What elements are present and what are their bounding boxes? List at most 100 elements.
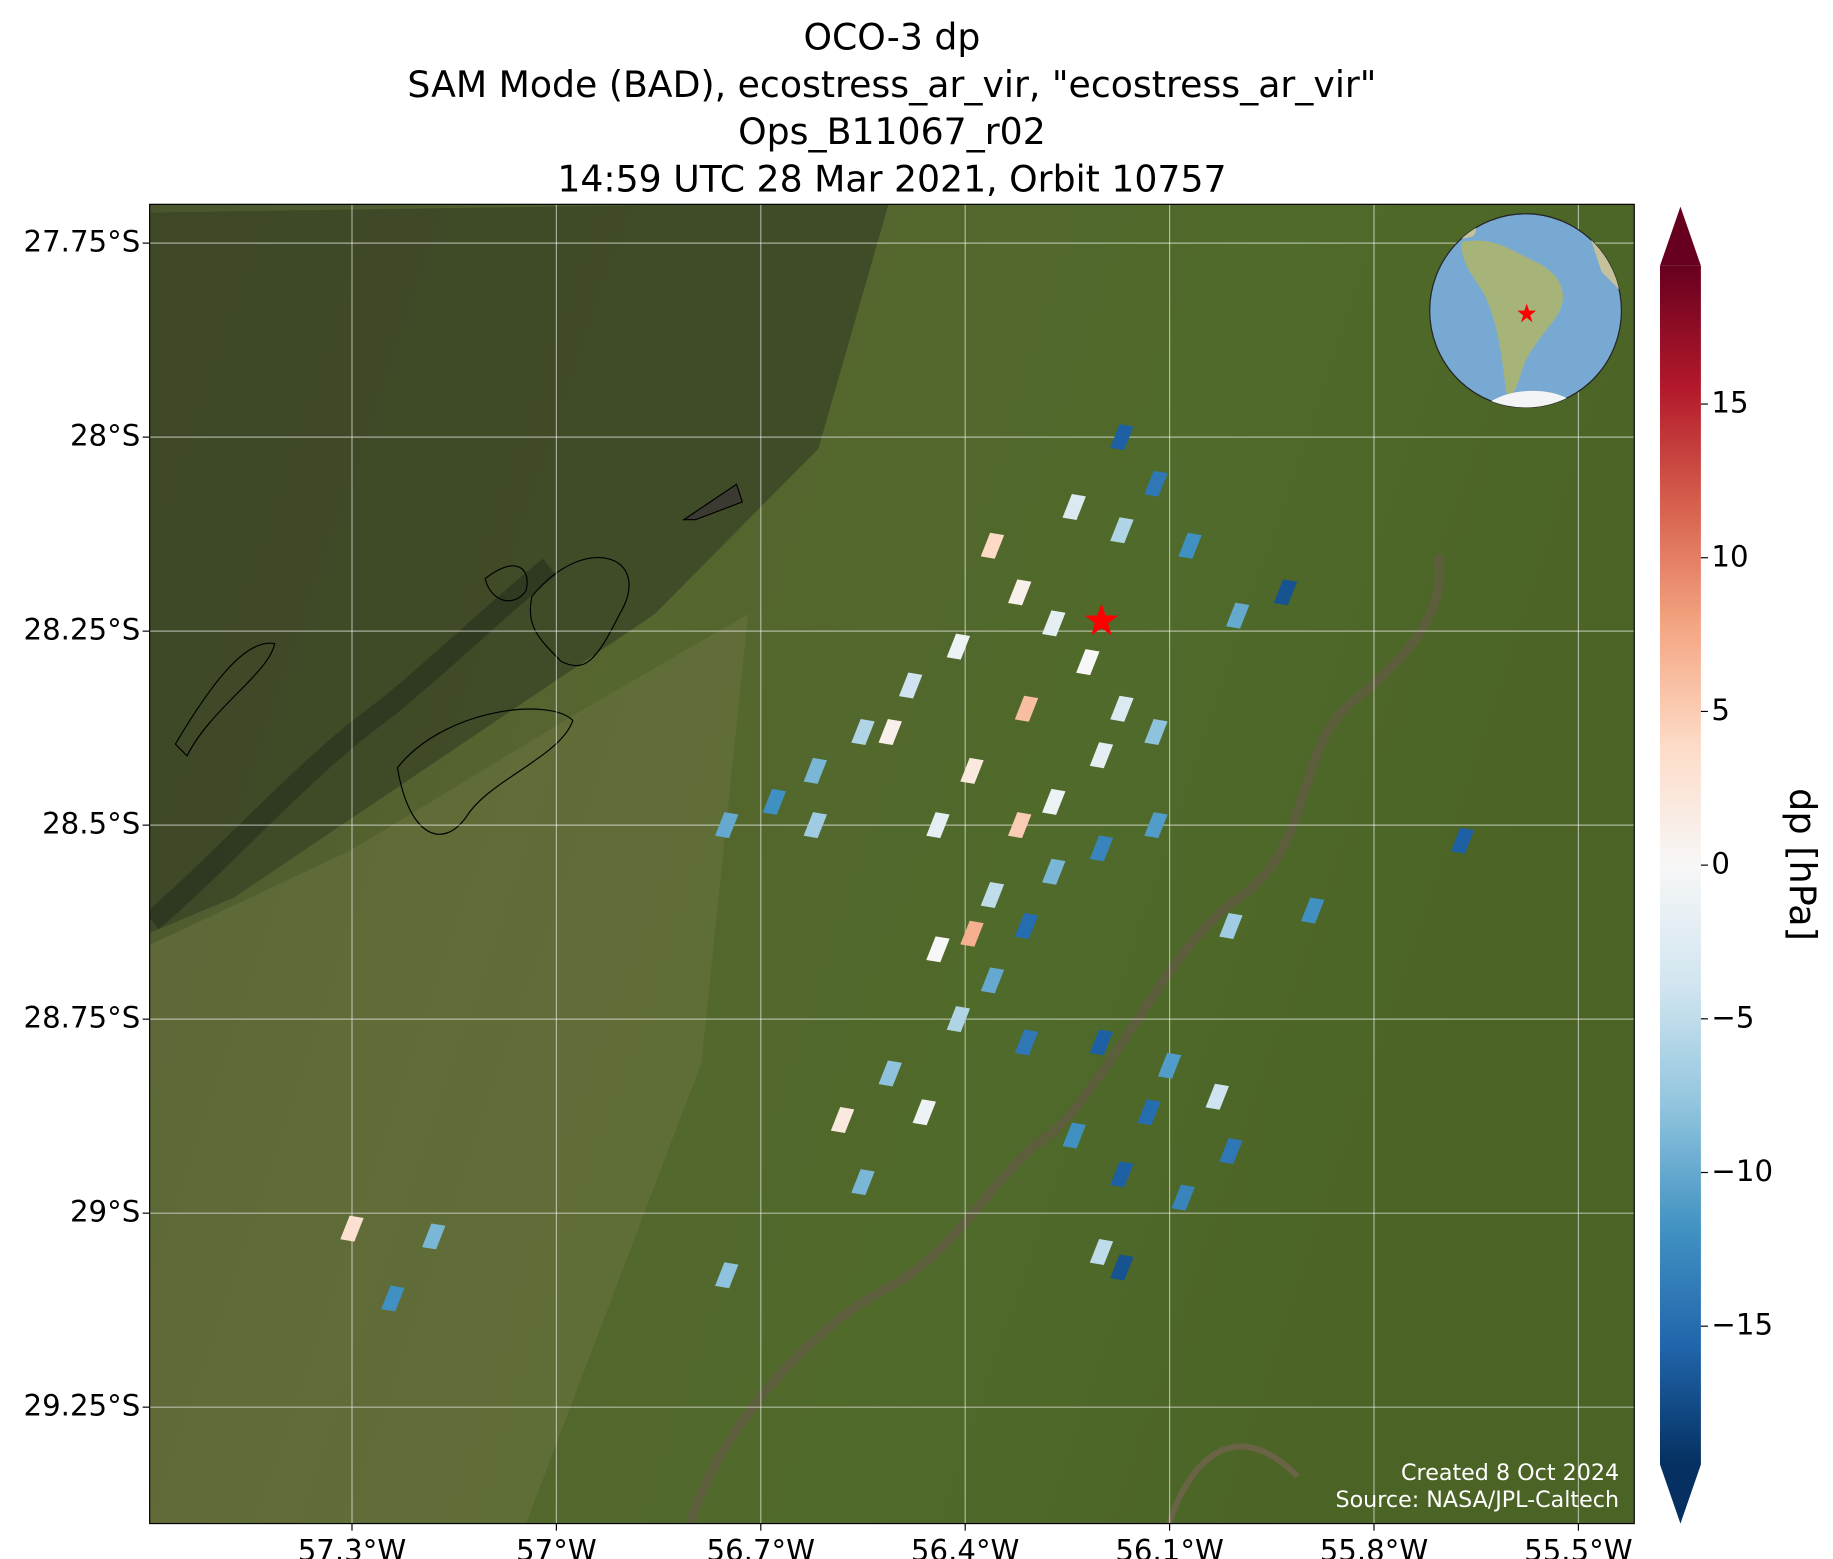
- colorbar-body: [1659, 265, 1701, 1465]
- colorbar-label: dp [hPa]: [1781, 788, 1824, 941]
- colorbar-extend: [1659, 206, 1701, 266]
- sounding: [715, 1262, 739, 1289]
- sounding: [1042, 610, 1066, 637]
- sounding: [1089, 835, 1114, 862]
- grid: [149, 204, 1635, 1524]
- sounding: [830, 1107, 855, 1134]
- sounding: [851, 1169, 875, 1196]
- sounding: [422, 1223, 446, 1250]
- sounding: [715, 812, 739, 839]
- sounding: [1014, 695, 1039, 722]
- x-tick-label: 56.7°W: [707, 1533, 816, 1559]
- sounding: [1089, 1238, 1114, 1265]
- light-region: [149, 614, 749, 1524]
- x-tick-label: 55.5°W: [1524, 1533, 1633, 1559]
- sounding: [926, 812, 950, 839]
- sounding: [1042, 858, 1066, 885]
- sounding: [1219, 1138, 1243, 1165]
- colorbar-tick-label: −5: [1711, 1000, 1754, 1034]
- map-background: [149, 204, 1635, 1524]
- sounding: [1110, 1161, 1134, 1188]
- credit: Created 8 Oct 2024: [1401, 1460, 1619, 1486]
- lake-contour: [174, 642, 574, 835]
- sounding: [1076, 649, 1100, 676]
- colorbar: −15 −10 −5 0 5 10 15 dp [hPa]: [1659, 206, 1824, 1524]
- y-tick-label: 29°S: [70, 1195, 140, 1229]
- x-axis: 57.3°W 57°W 56.7°W 56.4°W 56.1°W 55.8°W 55.5°W: [298, 1523, 1633, 1559]
- sounding: [912, 1099, 937, 1126]
- sounding: [1062, 1122, 1086, 1149]
- colorbar-tick-label: 5: [1711, 693, 1730, 727]
- chart-title: OCO-3 dp: [803, 15, 980, 58]
- sounding: [960, 757, 984, 784]
- sounding: [1137, 1099, 1161, 1126]
- sounding: [340, 1215, 364, 1242]
- chart-title: SAM Mode (BAD), ecostress_ar_vir, "ecost…: [407, 63, 1376, 106]
- sounding: [1089, 1029, 1114, 1056]
- river: [1166, 1443, 1300, 1524]
- sounding: [1110, 424, 1134, 451]
- continent: [1461, 240, 1564, 396]
- chart-title: 14:59 UTC 28 Mar 2021, Orbit 10757: [557, 157, 1226, 200]
- sounding: [1014, 913, 1039, 940]
- title-block: OCO-3 dp SAM Mode (BAD), ecostress_ar_vir…: [407, 15, 1376, 200]
- sounding: [926, 936, 950, 963]
- target-marker: [1084, 603, 1119, 636]
- colorbar-tick-label: 0: [1711, 847, 1730, 881]
- sounding: [980, 881, 1005, 908]
- sounding: [980, 532, 1005, 559]
- sounding: [1110, 1254, 1134, 1281]
- colorbar-tick-label: 15: [1711, 385, 1748, 419]
- sounding: [1062, 493, 1086, 520]
- sounding: [898, 672, 923, 699]
- sounding: [1226, 602, 1250, 629]
- colorbar-tick-label: −10: [1711, 1154, 1773, 1188]
- colorbar-extend: [1659, 1464, 1701, 1524]
- colorbar-tick-label: 10: [1711, 539, 1748, 573]
- sounding: [1042, 788, 1066, 815]
- y-tick-label: 28.5°S: [42, 807, 140, 841]
- x-tick-label: 57.3°W: [298, 1533, 407, 1559]
- sounding: [762, 788, 787, 815]
- y-tick-label: 28°S: [70, 419, 140, 453]
- antarctica: [1490, 390, 1579, 408]
- sounding: [1089, 742, 1114, 769]
- sounding: [381, 1285, 405, 1312]
- sounding: [1300, 897, 1325, 924]
- wetland: [149, 558, 557, 930]
- sounding: [878, 1060, 902, 1087]
- sounding: [803, 812, 827, 839]
- sounding: [1171, 1184, 1195, 1211]
- sounding: [1205, 1083, 1229, 1110]
- y-tick-label: 29.25°S: [24, 1389, 141, 1423]
- x-tick-label: 56.1°W: [1115, 1533, 1224, 1559]
- sounding: [946, 633, 971, 660]
- sounding: [1219, 913, 1243, 940]
- x-tick-label: 55.8°W: [1320, 1533, 1429, 1559]
- river: [685, 554, 1445, 1524]
- sounding: [1110, 517, 1134, 544]
- globe-marker: [1517, 303, 1537, 323]
- sounding: [1178, 532, 1202, 559]
- lake-contour: [484, 557, 630, 667]
- sounding: [1157, 1052, 1182, 1079]
- sounding: [803, 757, 827, 784]
- y-tick-label: 28.25°S: [24, 613, 141, 647]
- chart-title: Ops_B11067_r02: [738, 110, 1046, 153]
- y-tick-label: 27.75°S: [24, 225, 141, 259]
- sounding: [1014, 1029, 1039, 1056]
- sounding: [1144, 812, 1168, 839]
- sounding: [1110, 695, 1134, 722]
- colorbar-tick-label: −15: [1711, 1308, 1773, 1342]
- credit: Source: NASA/JPL-Caltech: [1336, 1487, 1620, 1513]
- sounding: [1144, 470, 1168, 497]
- lake-contour: [681, 483, 744, 521]
- sounding: [1008, 812, 1032, 839]
- sounding: [980, 967, 1005, 994]
- y-tick-label: 28.75°S: [24, 1001, 141, 1035]
- sounding: [1144, 719, 1168, 746]
- sounding: [851, 719, 875, 746]
- sounding: [946, 1006, 971, 1033]
- sounding: [1273, 579, 1298, 606]
